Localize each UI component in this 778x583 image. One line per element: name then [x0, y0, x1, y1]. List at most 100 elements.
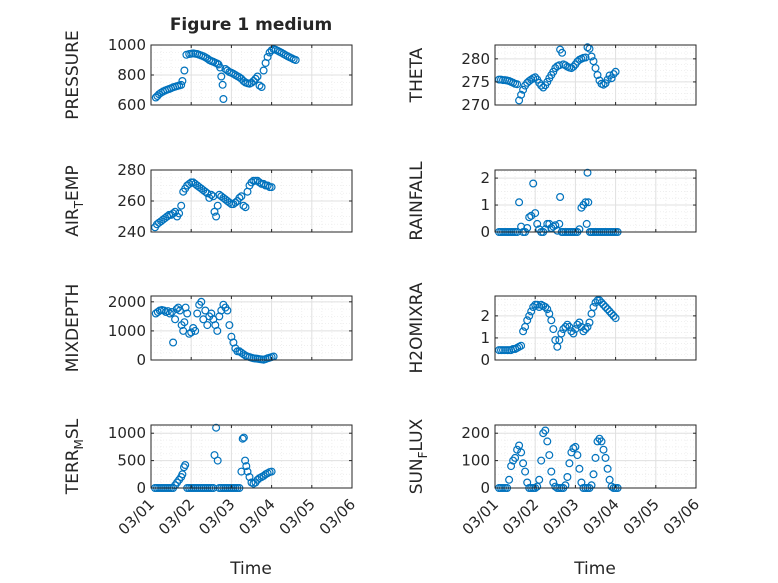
data-point [587, 481, 596, 490]
y-axis-label-main: MIXDEPTH [63, 284, 83, 373]
data-point [557, 329, 566, 338]
axes-box [494, 295, 697, 361]
data-point [218, 80, 227, 89]
x-axis-label-left: Time [229, 559, 272, 579]
y-tick-label: 2000 [108, 293, 146, 311]
y-tick-label: 0 [136, 479, 146, 497]
y-tick-label: 275 [461, 73, 490, 91]
y-axis-label-main: AIR [63, 208, 83, 237]
y-axis-label-sub: M [72, 439, 86, 449]
data-point [183, 309, 192, 318]
data-point [519, 85, 528, 94]
data-point [505, 475, 514, 484]
y-axis-label: AIRTEMP [63, 165, 86, 236]
data-point [216, 63, 225, 72]
data-point [155, 90, 164, 99]
y-tick-label: 2 [480, 307, 490, 325]
subplot-5: 0 1000 2000 MIXDEPTH [63, 284, 353, 373]
data-point [217, 72, 226, 81]
y-tick-label: 0 [480, 479, 490, 497]
x-tick-label: 03/05 [276, 495, 319, 538]
figure-title: Figure 1 medium [170, 15, 332, 35]
axes-box [494, 169, 697, 233]
data-point [563, 320, 572, 329]
data-point [533, 219, 542, 228]
data-point [547, 316, 556, 325]
data-point [569, 444, 578, 453]
data-point [163, 212, 172, 221]
data-point [245, 473, 254, 482]
data-point [519, 327, 528, 336]
data-point [225, 321, 234, 330]
data-point [611, 67, 620, 76]
y-tick-label: 0 [480, 351, 490, 369]
data-point [259, 471, 268, 480]
x-tick-label: 03/06 [660, 495, 703, 538]
data-point [517, 90, 526, 99]
data-point [203, 321, 212, 330]
y-tick-label: 1 [480, 329, 490, 347]
data-point [259, 179, 268, 188]
y-axis-label: H2OMIXRA [407, 282, 427, 373]
data-point [253, 72, 262, 81]
y-tick-label: 500 [117, 452, 146, 470]
data-point [238, 434, 247, 443]
y-axis-label-main: RAINFALL [407, 161, 427, 241]
data-point [177, 201, 186, 210]
data-point [249, 76, 258, 85]
data-point [581, 53, 590, 62]
data-point [180, 66, 189, 75]
data-point [255, 81, 264, 90]
data-point [582, 219, 591, 228]
y-axis-label-tail: EMP [63, 165, 83, 201]
y-tick-label: 1000 [108, 322, 146, 340]
data-point [529, 303, 538, 312]
data-point [589, 57, 598, 66]
data-point [597, 437, 606, 446]
y-tick-label: 0 [480, 223, 490, 241]
data-point [563, 473, 572, 482]
data-point [539, 83, 548, 92]
data-point [513, 80, 522, 89]
data-point [597, 298, 606, 307]
data-point [545, 451, 554, 460]
data-point [599, 80, 608, 89]
data-point [178, 470, 187, 479]
data-point [547, 467, 556, 476]
x-tick-label: 03/06 [316, 495, 359, 538]
data-point [531, 209, 540, 218]
y-axis-label-main: H2OMIXRA [407, 282, 427, 373]
data-point [219, 94, 228, 103]
data-point [212, 423, 221, 432]
data-point [583, 168, 592, 177]
data-point [171, 315, 180, 324]
data-point [523, 224, 532, 233]
data-point [515, 441, 524, 450]
data-point [591, 64, 600, 73]
data-point [519, 459, 528, 468]
data-point [556, 193, 565, 202]
data-point [210, 207, 219, 216]
data-point [555, 61, 564, 70]
data-point [599, 300, 608, 309]
data-point [213, 456, 222, 465]
data-point [535, 475, 544, 484]
data-point [603, 75, 612, 84]
data-point [535, 303, 544, 312]
data-point [589, 303, 598, 312]
subplot-1: 600 800 1000 PRESSURE [63, 30, 353, 120]
data-point [207, 190, 216, 199]
data-point [181, 461, 190, 470]
data-point [603, 305, 612, 314]
x-tick-label: 03/05 [620, 495, 663, 538]
series-markers [495, 296, 620, 355]
data-point [533, 300, 542, 309]
data-point [537, 81, 546, 90]
y-axis-label: THETA [407, 47, 427, 103]
x-axis-label-right: Time [573, 559, 616, 579]
data-point [511, 453, 520, 462]
data-point [259, 66, 268, 75]
series-markers [151, 45, 300, 103]
data-point [531, 73, 540, 82]
